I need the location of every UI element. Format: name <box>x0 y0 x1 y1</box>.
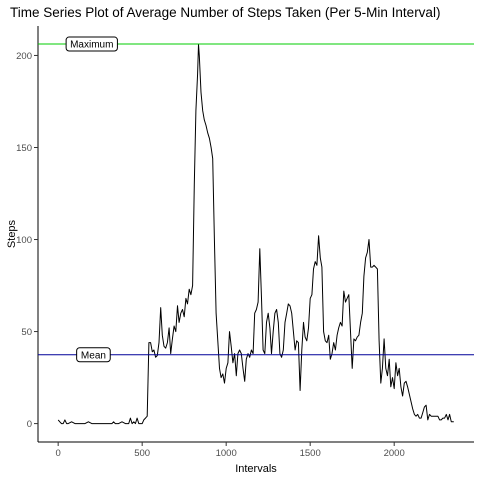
x-tick-label: 1500 <box>300 448 321 459</box>
steps-series-line <box>57 43 454 425</box>
x-tick-label: 1000 <box>216 448 237 459</box>
y-axis-title: Steps <box>6 219 18 248</box>
mean-label: Mean <box>81 350 106 361</box>
y-tick-label: 100 <box>16 235 32 246</box>
maximum-label: Maximum <box>70 40 113 51</box>
x-tick-label: 2000 <box>384 448 405 459</box>
x-tick-label: 0 <box>56 448 61 459</box>
maximum-label-box <box>65 36 118 52</box>
x-tick-label: 500 <box>134 448 150 459</box>
y-tick-label: 50 <box>21 327 32 338</box>
y-tick-label: 0 <box>27 419 32 430</box>
chart-title: Time Series Plot of Average Number of St… <box>10 5 441 20</box>
mean-label-box <box>76 347 111 363</box>
y-tick-label: 150 <box>16 143 32 154</box>
x-axis-title: Intervals <box>235 463 277 475</box>
y-tick-label: 200 <box>16 51 32 62</box>
